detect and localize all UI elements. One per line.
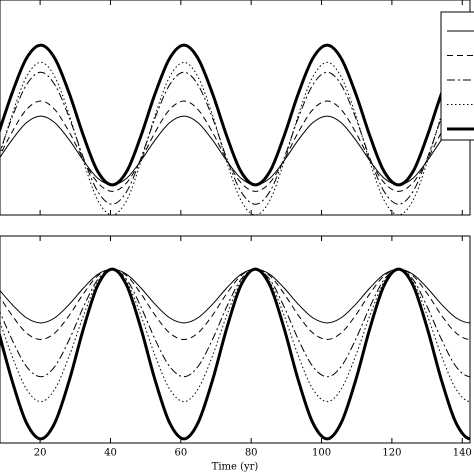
series-line [0,71,470,205]
series-line [0,115,470,186]
x-tick-label: 60 [174,448,187,459]
series-line [0,100,470,192]
x-tick-label: 120 [382,448,401,459]
x-tick-label: 80 [245,448,258,459]
x-tick-label: 40 [104,448,117,459]
series-line [0,267,470,441]
series-line [0,268,470,341]
series-line [0,61,470,215]
plot-area [0,267,470,441]
x-tick-label: 100 [312,448,331,459]
axes-frame [0,0,471,216]
x-axis-label: Time (yr) [212,462,259,473]
axes-frame [0,235,471,444]
plot-area [0,43,470,215]
x-tick-label: 20 [34,448,47,459]
legend-box [440,11,474,141]
series-line [0,268,470,403]
series-line [0,43,470,187]
x-tick-label: 140 [453,448,472,459]
series-line [0,268,470,378]
